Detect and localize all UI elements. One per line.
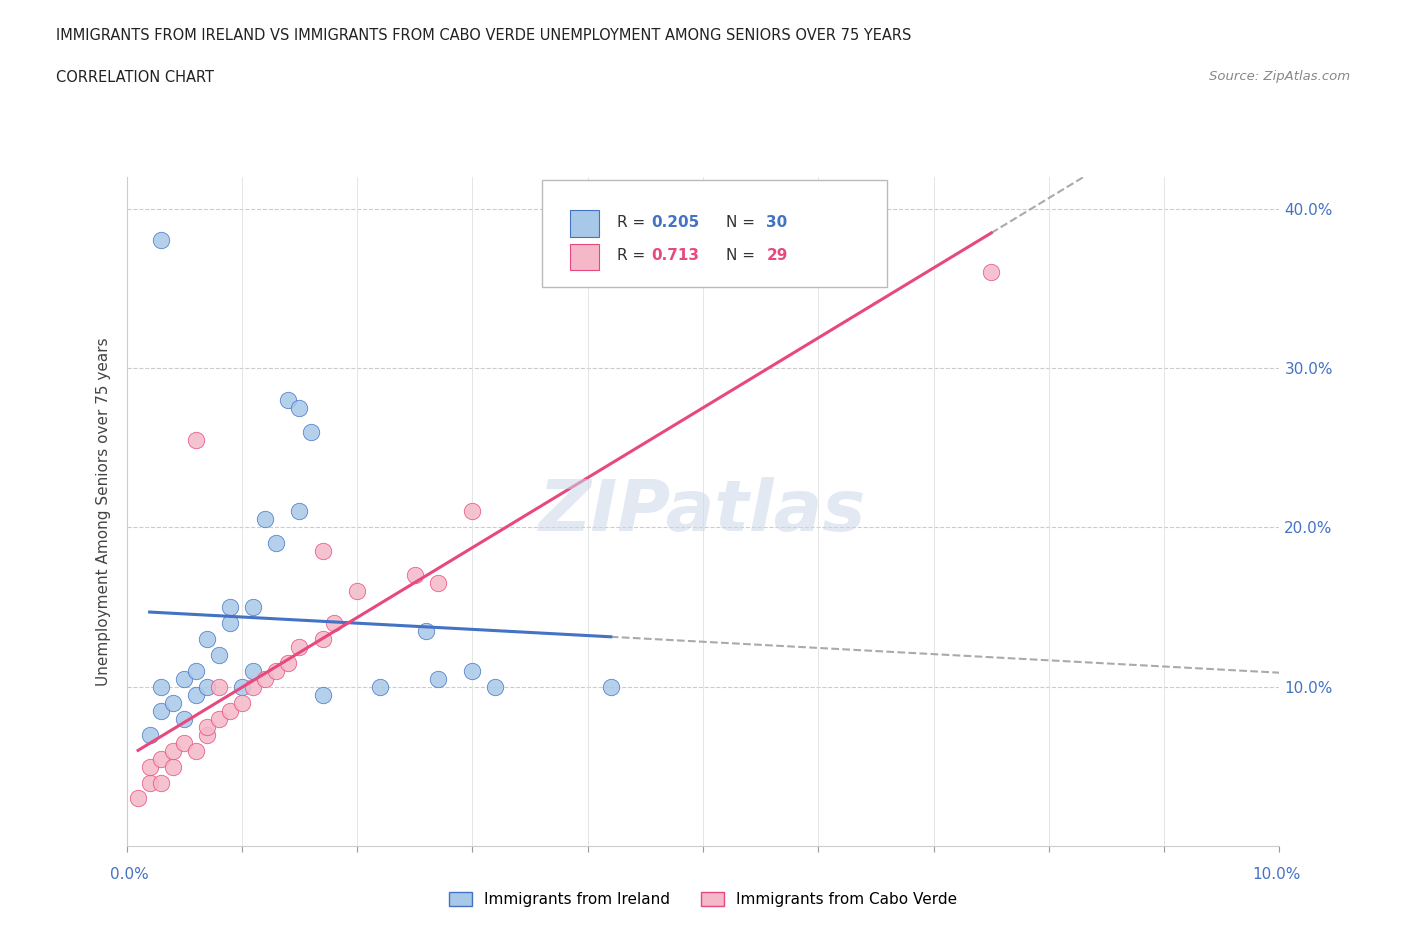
Point [150,233,173,248]
Text: 29: 29 [766,248,787,263]
Point [231,696,253,711]
Point [288,504,311,519]
Point [484,680,506,695]
Point [461,504,484,519]
Point [195,680,218,695]
Point [184,687,207,702]
Text: 30: 30 [766,215,787,230]
Point [208,711,231,726]
Point [415,624,437,639]
Y-axis label: Unemployment Among Seniors over 75 years: Unemployment Among Seniors over 75 years [96,338,111,685]
Point [288,401,311,416]
Point [219,600,242,615]
Text: 0.713: 0.713 [651,248,699,263]
Point [138,727,160,742]
Point [219,703,242,718]
Text: N =: N = [725,248,759,263]
Text: ZIPatlas: ZIPatlas [540,477,866,546]
Point [173,736,195,751]
Bar [571,244,599,271]
Point [173,671,195,686]
Point [162,743,184,758]
Point [346,584,368,599]
Bar [571,210,599,237]
Point [288,640,311,655]
Point [138,759,160,774]
Point [208,647,231,662]
Point [253,512,276,527]
Legend: Immigrants from Ireland, Immigrants from Cabo Verde: Immigrants from Ireland, Immigrants from… [443,885,963,913]
Text: R =: R = [616,248,650,263]
Point [368,680,391,695]
Point [277,392,299,407]
Text: Source: ZipAtlas.com: Source: ZipAtlas.com [1209,70,1350,83]
Point [150,751,173,766]
Point [184,432,207,447]
Point [461,663,484,678]
Point [162,759,184,774]
Point [184,743,207,758]
Point [162,696,184,711]
Point [150,775,173,790]
Point [311,544,333,559]
Point [266,663,288,678]
Point [242,600,264,615]
Text: 10.0%: 10.0% [1253,867,1301,882]
Point [266,536,288,551]
Point [242,663,264,678]
Point [980,265,1002,280]
Point [195,727,218,742]
Point [426,576,449,591]
Point [404,568,426,583]
Text: IMMIGRANTS FROM IRELAND VS IMMIGRANTS FROM CABO VERDE UNEMPLOYMENT AMONG SENIORS: IMMIGRANTS FROM IRELAND VS IMMIGRANTS FR… [56,28,911,43]
Point [127,791,149,806]
Point [138,775,160,790]
Point [150,680,173,695]
Point [253,671,276,686]
Point [184,663,207,678]
Point [299,424,322,439]
Point [426,671,449,686]
Point [195,719,218,734]
Point [311,631,333,646]
Point [219,616,242,631]
Text: N =: N = [725,215,759,230]
Point [311,687,333,702]
Point [599,680,621,695]
Text: 0.0%: 0.0% [110,867,149,882]
Point [277,656,299,671]
Point [150,703,173,718]
FancyBboxPatch shape [541,180,887,287]
Point [242,680,264,695]
Text: R =: R = [616,215,650,230]
Point [195,631,218,646]
Point [323,616,346,631]
Point [173,711,195,726]
Text: CORRELATION CHART: CORRELATION CHART [56,70,214,85]
Text: 0.205: 0.205 [651,215,699,230]
Point [208,680,231,695]
Point [231,680,253,695]
